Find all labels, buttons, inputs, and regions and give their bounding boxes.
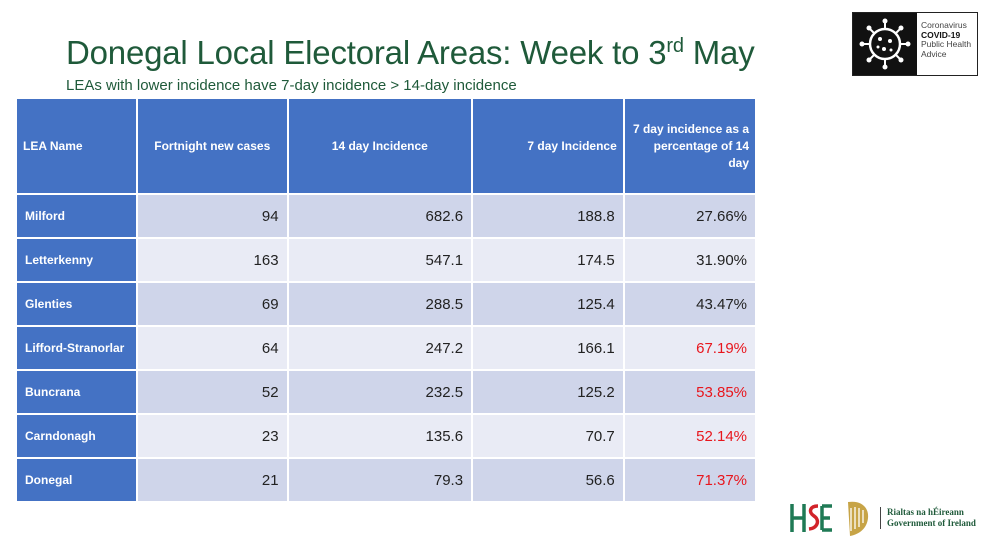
percentage-cell: 43.47% xyxy=(624,283,755,325)
lea-name-cell: Milford xyxy=(17,195,136,237)
badge-text: Coronavirus COVID-19 Public Health Advic… xyxy=(921,20,972,59)
lea-name-cell: Buncrana xyxy=(17,371,136,413)
table-row: Letterkenny 163 547.1 174.5 31.90% xyxy=(17,239,755,281)
fortnight-cases-cell: 64 xyxy=(137,327,287,369)
government-of-ireland-text: Rialtas na hÉireann Government of Irelan… xyxy=(880,507,976,529)
lea-name-cell: Donegal xyxy=(17,459,136,501)
percentage-cell: 52.14% xyxy=(624,415,755,457)
incidence-14-cell: 288.5 xyxy=(288,283,472,325)
fortnight-cases-cell: 94 xyxy=(137,195,287,237)
header-percentage: 7 day incidence as a percentage of 14 da… xyxy=(624,99,755,193)
virus-icon xyxy=(853,13,917,75)
footer-logos: Rialtas na hÉireann Government of Irelan… xyxy=(788,494,978,542)
percentage-cell: 71.37% xyxy=(624,459,755,501)
table-row: Lifford-Stranorlar 64 247.2 166.1 67.19% xyxy=(17,327,755,369)
incidence-7-cell: 125.2 xyxy=(473,371,623,413)
lea-name-cell: Glenties xyxy=(17,283,136,325)
title-superscript: rd xyxy=(666,35,684,57)
header-lea-name: LEA Name xyxy=(17,99,136,193)
incidence-14-cell: 547.1 xyxy=(288,239,472,281)
hse-logo-icon xyxy=(790,504,832,532)
incidence-7-cell: 174.5 xyxy=(473,239,623,281)
covid-badge: Coronavirus COVID-19 Public Health Advic… xyxy=(852,12,978,76)
table-row: Glenties 69 288.5 125.4 43.47% xyxy=(17,283,755,325)
lea-table: LEA Name Fortnight new cases 14 day Inci… xyxy=(15,97,757,503)
slide-title: Donegal Local Electoral Areas: Week to 3… xyxy=(66,34,755,71)
header-fortnight-cases: Fortnight new cases xyxy=(137,99,287,193)
table-row: Donegal 21 79.3 56.6 71.37% xyxy=(17,459,755,501)
lea-name-cell: Carndonagh xyxy=(17,415,136,457)
incidence-14-cell: 682.6 xyxy=(288,195,472,237)
slide-subtitle: LEAs with lower incidence have 7-day inc… xyxy=(66,77,517,94)
fortnight-cases-cell: 69 xyxy=(137,283,287,325)
incidence-14-cell: 79.3 xyxy=(288,459,472,501)
percentage-cell: 53.85% xyxy=(624,371,755,413)
lea-name-cell: Letterkenny xyxy=(17,239,136,281)
percentage-cell: 31.90% xyxy=(624,239,755,281)
table-header-row: LEA Name Fortnight new cases 14 day Inci… xyxy=(17,99,755,193)
percentage-cell: 27.66% xyxy=(624,195,755,237)
percentage-cell: 67.19% xyxy=(624,327,755,369)
incidence-14-cell: 247.2 xyxy=(288,327,472,369)
fortnight-cases-cell: 52 xyxy=(137,371,287,413)
incidence-7-cell: 125.4 xyxy=(473,283,623,325)
fortnight-cases-cell: 163 xyxy=(137,239,287,281)
incidence-7-cell: 188.8 xyxy=(473,195,623,237)
table-row: Milford 94 682.6 188.8 27.66% xyxy=(17,195,755,237)
table-row: Buncrana 52 232.5 125.2 53.85% xyxy=(17,371,755,413)
fortnight-cases-cell: 23 xyxy=(137,415,287,457)
header-14-day-incidence: 14 day Incidence xyxy=(288,99,472,193)
table-row: Carndonagh 23 135.6 70.7 52.14% xyxy=(17,415,755,457)
lea-name-cell: Lifford-Stranorlar xyxy=(17,327,136,369)
incidence-14-cell: 135.6 xyxy=(288,415,472,457)
incidence-7-cell: 166.1 xyxy=(473,327,623,369)
harp-icon xyxy=(848,501,869,536)
fortnight-cases-cell: 21 xyxy=(137,459,287,501)
header-7-day-incidence: 7 day Incidence xyxy=(473,99,623,193)
incidence-14-cell: 232.5 xyxy=(288,371,472,413)
incidence-7-cell: 70.7 xyxy=(473,415,623,457)
incidence-7-cell: 56.6 xyxy=(473,459,623,501)
